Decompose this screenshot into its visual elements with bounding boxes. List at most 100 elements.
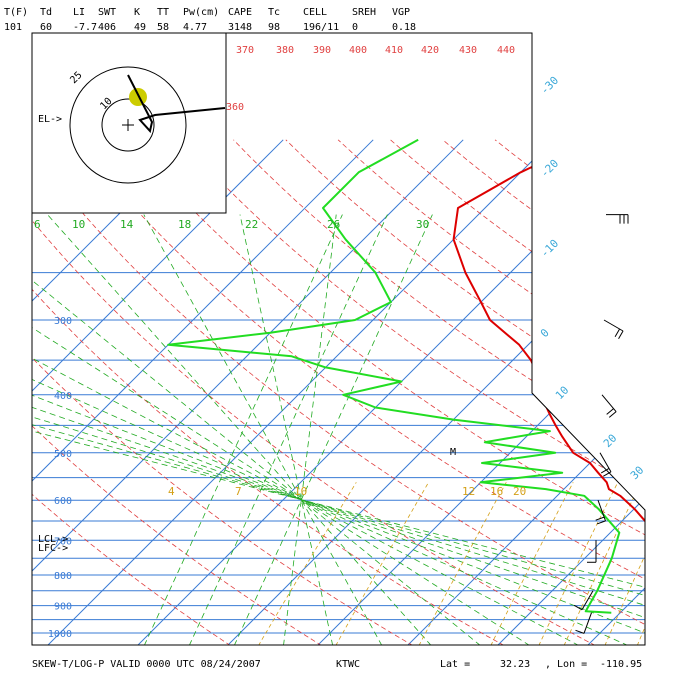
header-value: 196/11: [303, 22, 339, 33]
header-value: 3148: [228, 22, 252, 33]
header-label: CELL: [303, 7, 327, 18]
footer-station: KTWC: [336, 659, 360, 670]
storm-motion-marker: [129, 88, 147, 106]
hodograph-ring: [69, 66, 187, 184]
dry-adiabat-line: [32, 139, 505, 645]
dry-adiabat-line: [32, 139, 596, 645]
isotherm-line: [32, 139, 104, 645]
dry-adiabat-line: [390, 139, 645, 645]
wind-barb: [606, 214, 629, 224]
header-label: SREH: [352, 7, 376, 18]
isotherm-line: [406, 139, 645, 645]
dry-adiabat-line: [337, 139, 645, 645]
moist-adiabat-line: [32, 214, 645, 645]
moist-adiabat-line: [283, 214, 337, 645]
hodograph-trace: [127, 74, 226, 134]
theta-label: 420: [421, 45, 439, 56]
moist-label: 6: [34, 218, 41, 231]
dry-adiabat-line: [233, 139, 645, 645]
moist-adiabat-line: [233, 214, 433, 645]
theta-label: 380: [276, 45, 294, 56]
hodograph-ring: [101, 98, 155, 152]
isotherm-line: [46, 139, 554, 645]
mixing-ratio-line: [258, 482, 357, 645]
dry-adiabat-line: [494, 139, 645, 645]
wind-barb: [595, 500, 606, 525]
mixing-ratio-label: 12: [462, 485, 475, 498]
pressure-label: 1000: [48, 629, 72, 640]
pressure-label: 300: [54, 316, 72, 327]
wind-barb: [573, 590, 594, 611]
lcl-marker: LCL->: [38, 534, 68, 545]
wind-barb: [603, 319, 624, 340]
mixing-ratio-line: [604, 482, 645, 645]
mixing-ratio-line: [538, 482, 619, 645]
dry-adiabat-line: [599, 139, 645, 645]
dry-adiabat-line: [76, 139, 645, 645]
pressure-label: 400: [54, 391, 72, 402]
moist-adiabat-line: [239, 214, 334, 645]
header-table: T(F) Td LI SWT K TT Pw(cm) CAPE Tc CELL SREH VGP 10…: [4, 7, 416, 33]
isotherm-label: -10: [538, 237, 561, 260]
mixing-ratio-label: 4: [168, 485, 175, 498]
header-label: Td: [40, 7, 52, 18]
footer-lon: -110.95: [600, 659, 642, 670]
moist-adiabat-line: [32, 214, 645, 645]
mixing-ratio-label: 16: [490, 485, 503, 498]
isotherm-line: [226, 139, 645, 645]
dry-adiabat-line: [32, 139, 323, 645]
moist-adiabat-line: [143, 214, 383, 645]
isotherm-line: [32, 139, 194, 645]
pressure-label: 700: [54, 536, 72, 547]
header-label: SWT: [98, 7, 116, 18]
header-value: 406: [98, 22, 116, 33]
dry-adiabat-line: [285, 139, 645, 645]
header-value: 0.18: [392, 22, 416, 33]
theta-label: 430: [459, 45, 477, 56]
header-label: LI: [73, 7, 85, 18]
header-label: T(F): [4, 7, 28, 18]
dewpoint-profile: [167, 138, 621, 614]
header-value: 4.77: [183, 22, 207, 33]
header-value: 58: [157, 22, 169, 33]
isotherm-line: [586, 139, 645, 645]
header-value: 60: [40, 22, 52, 33]
dry-adiabat-line: [32, 139, 231, 645]
footer: SKEW-T/LOG-P VALID 0000 UTC 08/24/2007 K…: [32, 659, 642, 670]
theta-label: 440: [497, 45, 515, 56]
moist-adiabat-line: [32, 214, 645, 645]
header-value: 0: [352, 22, 358, 33]
header-label: CAPE: [228, 7, 252, 18]
isotherm-label: -20: [538, 157, 561, 180]
moist-adiabat-line: [32, 214, 531, 645]
pressure-label: 500: [54, 449, 72, 460]
moist-adiabat-line: [47, 214, 432, 645]
moist-label: 14: [120, 218, 134, 231]
theta-label: 400: [349, 45, 367, 56]
mixing-ratio-line: [490, 482, 574, 645]
theta-label: 390: [313, 45, 331, 56]
moist-adiabat-line: [32, 214, 481, 645]
moist-adiabat-line: [32, 214, 645, 645]
isotherm-line: [0, 140, 13, 646]
pressure-label: 900: [54, 602, 72, 613]
plot-frame: [31, 32, 646, 646]
mixing-ratio-line: [664, 482, 680, 645]
moist-label: 18: [178, 218, 191, 231]
isotherm-line: [32, 139, 374, 645]
mixing-ratio-line: [636, 482, 645, 645]
isotherm-label: 0: [538, 326, 552, 340]
moist-label: 10: [72, 218, 85, 231]
header-label: K: [134, 7, 140, 18]
mixing-ratio-line: [418, 482, 507, 645]
header-label: VGP: [392, 7, 410, 18]
dry-adiabat-line: [32, 139, 645, 645]
header-label: Pw(cm): [183, 7, 219, 18]
lfc-marker: LFC->: [38, 543, 68, 554]
footer-lat: 32.23: [500, 659, 530, 670]
mixing-ratio-label: 10: [294, 485, 307, 498]
footer-title: SKEW-T/LOG-P VALID 0000 UTC 08/24/2007: [32, 659, 261, 670]
moist-adiabat-line: [188, 214, 388, 645]
wind-barb: [587, 540, 597, 563]
